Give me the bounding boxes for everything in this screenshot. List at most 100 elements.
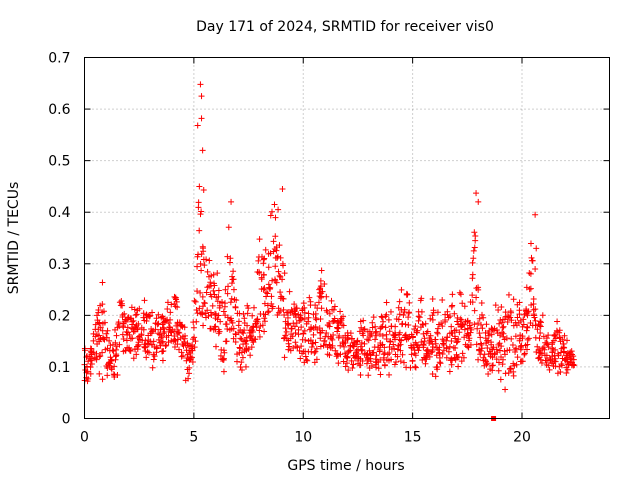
data-point xyxy=(251,304,258,311)
data-point xyxy=(238,367,245,374)
data-point xyxy=(473,294,480,301)
data-point xyxy=(313,356,320,363)
data-point xyxy=(457,316,464,323)
data-point xyxy=(229,273,236,280)
data-point xyxy=(397,347,404,354)
data-point xyxy=(239,354,246,361)
data-point xyxy=(345,367,352,374)
data-point xyxy=(124,324,131,331)
data-point xyxy=(503,313,510,320)
data-point xyxy=(509,342,516,349)
data-point xyxy=(493,326,500,333)
data-point xyxy=(199,311,206,318)
data-point xyxy=(167,316,174,323)
data-point xyxy=(242,340,249,347)
data-point xyxy=(164,305,171,312)
data-point xyxy=(422,360,429,367)
data-point xyxy=(342,363,349,370)
data-point xyxy=(274,253,281,260)
data-point xyxy=(195,199,202,206)
data-point xyxy=(101,319,108,326)
data-point xyxy=(508,317,515,324)
data-point xyxy=(116,299,123,306)
data-point xyxy=(312,314,319,321)
data-point xyxy=(277,289,284,296)
data-point xyxy=(376,348,383,355)
data-point xyxy=(136,305,143,312)
y-tick-label: 0.3 xyxy=(48,257,70,273)
data-point xyxy=(123,337,130,344)
data-point xyxy=(388,346,395,353)
data-point xyxy=(192,298,199,305)
data-point xyxy=(206,257,213,264)
data-point xyxy=(385,316,392,323)
data-point xyxy=(204,268,211,275)
chart-title: Day 171 of 2024, SRMTID for receiver vis… xyxy=(196,19,494,35)
data-point xyxy=(86,353,93,360)
data-point xyxy=(315,299,322,306)
data-point xyxy=(418,308,425,315)
data-point xyxy=(279,295,286,302)
spike-point xyxy=(197,81,204,88)
data-point xyxy=(212,311,219,318)
data-point xyxy=(488,325,495,332)
data-point xyxy=(279,276,286,283)
data-point xyxy=(512,333,519,340)
data-point xyxy=(256,236,263,243)
data-point xyxy=(447,313,454,320)
x-tick-label: 15 xyxy=(404,430,422,446)
data-point xyxy=(391,361,398,368)
data-point xyxy=(232,339,239,346)
data-point xyxy=(176,329,183,336)
data-point xyxy=(272,214,279,221)
data-point xyxy=(546,366,553,373)
data-point xyxy=(222,338,229,345)
data-point xyxy=(472,233,479,240)
data-point xyxy=(276,242,283,249)
data-point xyxy=(331,303,338,310)
data-point xyxy=(261,318,268,325)
data-point xyxy=(196,183,203,190)
data-point xyxy=(134,343,141,350)
data-point xyxy=(249,329,256,336)
data-point xyxy=(275,268,282,275)
spike-point xyxy=(279,186,286,193)
data-point xyxy=(220,308,227,315)
data-point xyxy=(434,309,441,316)
data-point xyxy=(366,347,373,354)
data-point xyxy=(168,301,175,308)
data-point xyxy=(429,316,436,323)
data-point xyxy=(121,310,128,317)
data-point xyxy=(476,315,483,322)
data-point xyxy=(201,262,208,269)
data-point xyxy=(161,318,168,325)
data-point xyxy=(326,323,333,330)
data-point xyxy=(220,355,227,362)
data-point xyxy=(527,240,534,247)
data-point xyxy=(465,337,472,344)
data-point xyxy=(261,315,268,322)
data-point xyxy=(532,306,539,313)
spike-point xyxy=(275,206,282,213)
y-tick-label: 0.2 xyxy=(48,308,70,324)
data-point xyxy=(571,362,578,369)
data-point xyxy=(428,338,435,345)
data-point xyxy=(491,350,498,357)
x-tick-label: 5 xyxy=(189,430,198,446)
data-point xyxy=(240,311,247,318)
data-point xyxy=(112,339,119,346)
data-point xyxy=(97,353,104,360)
data-point xyxy=(337,308,344,315)
data-point xyxy=(158,339,165,346)
data-point xyxy=(206,283,213,290)
data-point xyxy=(267,284,274,291)
data-point xyxy=(87,370,94,377)
data-point xyxy=(358,339,365,346)
data-point xyxy=(283,328,290,335)
data-point xyxy=(282,325,289,332)
data-point xyxy=(114,324,121,331)
data-point xyxy=(157,342,164,349)
data-point xyxy=(456,329,463,336)
data-point xyxy=(559,336,566,343)
